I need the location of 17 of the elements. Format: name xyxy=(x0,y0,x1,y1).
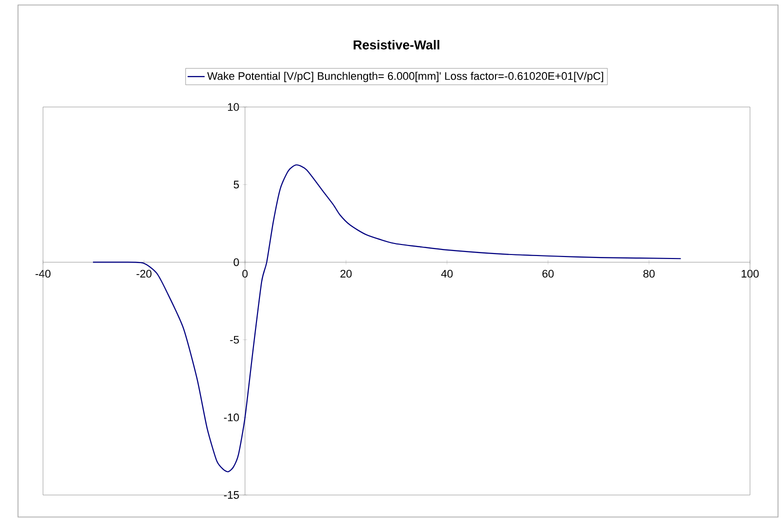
y-tick-label: 10 xyxy=(228,103,239,111)
y-tick-label: -15 xyxy=(224,491,239,499)
legend-label: Wake Potential [V/pC] Bunchlength= 6.000[mm]' Loss factor=-0.61020E+01[V/pC] xyxy=(207,72,604,82)
y-tick-label: 5 xyxy=(234,180,239,188)
x-tick-label: 60 xyxy=(542,270,554,278)
x-tick-label: 100 xyxy=(742,270,759,278)
y-tick-label: 0 xyxy=(234,258,239,266)
chart-title: Resistive-Wall xyxy=(354,40,440,50)
line-series xyxy=(92,164,682,472)
x-tick-label: 80 xyxy=(643,270,655,278)
x-tick-label: 20 xyxy=(340,270,352,278)
x-tick-label: -20 xyxy=(136,270,152,278)
y-tick-label: -5 xyxy=(230,336,239,344)
x-tick-label: 0 xyxy=(242,270,248,278)
x-tick-label: 40 xyxy=(441,270,453,278)
x-tick-label: -40 xyxy=(36,270,50,278)
y-tick-label: -10 xyxy=(224,414,239,422)
